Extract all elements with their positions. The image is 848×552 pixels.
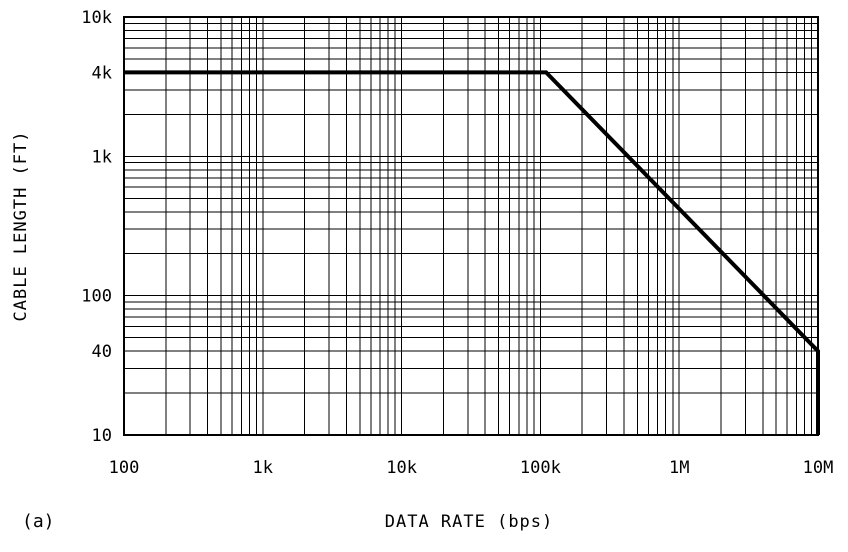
y-axis-title: CABLE LENGTH (FT)	[11, 131, 31, 322]
series	[124, 70, 820, 435]
y-tick-label: 4k	[92, 63, 112, 83]
series-line	[124, 70, 820, 435]
x-tick-label: 1M	[669, 458, 689, 478]
x-tick-label: 1k	[253, 458, 273, 478]
y-tick-label: 100	[81, 287, 112, 307]
y-tick-label: 10k	[81, 8, 112, 28]
y-tick-labels: 10 40 100 1k 4k 10k	[81, 8, 112, 446]
x-tick-label: 10M	[803, 458, 834, 478]
x-tick-label: 100k	[520, 458, 561, 478]
x-tick-labels: 100 1k 10k 100k 1M 10M	[109, 458, 834, 478]
grid	[123, 17, 818, 436]
plot-frame	[123, 16, 819, 436]
y-tick-label: 1k	[92, 147, 112, 167]
x-tick-label: 100	[109, 458, 140, 478]
panel-label: (a)	[22, 511, 55, 532]
x-tick-label: 10k	[386, 458, 417, 478]
y-tick-label: 10	[92, 426, 112, 446]
y-tick-label: 40	[92, 342, 112, 362]
x-axis-title: DATA RATE (bps)	[385, 512, 554, 532]
